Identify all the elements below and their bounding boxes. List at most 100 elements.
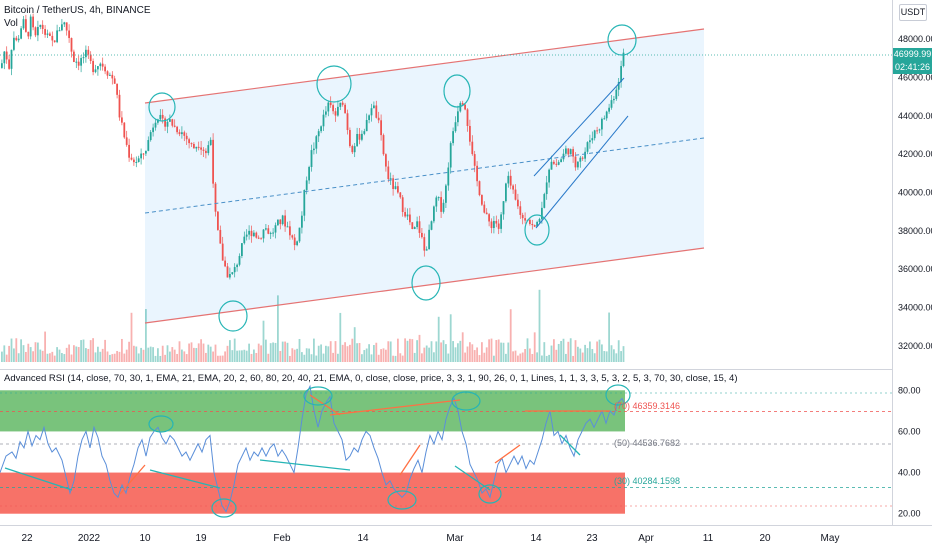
volume-bar [317,345,320,362]
volume-bar [459,340,462,362]
candle-body [502,201,505,215]
volume-bar [205,352,207,362]
candle-body [325,111,327,115]
circle-marker [411,265,441,301]
volume-bar [538,289,541,362]
volume-bar [497,339,500,362]
candle-body [37,27,39,36]
volume-bar [466,346,469,362]
volume-bar [212,351,214,362]
volume-bar [190,342,193,362]
last-price-tag: 46999.99 02:41:26 [893,48,932,74]
candle-body [425,249,428,251]
candle-body [411,222,414,230]
candle-body [337,106,339,116]
volume-bar [555,349,558,362]
volume-bar [329,341,332,362]
candle-body [284,215,286,227]
volume-bar [176,353,178,362]
rsi-bands [0,390,625,514]
candle-body [89,54,92,61]
circle-marker [524,214,550,246]
rsi-level-labels: (70) 46359.3146 (50) 44536.7682 (30) 40284… [614,401,680,486]
candle-body [87,49,90,55]
candle-body [219,229,222,244]
candle-body [61,24,63,31]
candle-body [409,214,411,223]
volume-bar [394,355,397,362]
candle-body [233,267,236,273]
volume-bar [149,346,152,362]
volume-bar [274,342,277,362]
volume-bar [226,345,229,362]
candle-body [1,63,3,68]
volume-bar [557,343,560,362]
candle-body [399,192,402,198]
candle-body [214,183,217,212]
volume-bar [221,355,224,362]
candle-body [519,206,522,215]
volume-bar [121,338,123,362]
candle-body [229,274,231,278]
volume-bar [140,347,142,362]
rsi-level-label: (30) 40284.1598 [614,476,680,486]
candle-body [341,102,344,105]
volume-bar [291,348,294,362]
volume-bar [257,343,260,362]
price-tick-label: 32000.00 [898,341,932,351]
time-tick-label: 19 [195,533,207,544]
candle-body [68,30,70,39]
candle-body [397,186,399,193]
candle-body [202,149,205,151]
candle-body [221,243,224,261]
candle-body [387,166,390,179]
volume-bar [531,353,534,362]
volume-bar [164,354,166,362]
candle-body [471,141,474,155]
currency-button[interactable]: USDT [899,4,927,21]
volume-bar [411,339,414,362]
candle-body [358,133,361,140]
candle-body [339,102,342,107]
candle-body [560,159,562,163]
candle-body [130,157,133,160]
channel-mid-line [144,137,705,214]
candle-body [521,214,524,219]
volume-bar [152,347,154,362]
last-price-value: 46999.99 [893,49,932,59]
volume-bar [413,352,416,362]
candle-body [461,103,464,105]
volume-bar [495,340,498,362]
bar-countdown: 02:41:26 [894,62,931,72]
volume-bar [89,340,92,362]
volume-bar [521,352,524,362]
candle-body [15,37,18,41]
volume-bar [286,342,289,362]
candle-body [392,178,394,190]
volume-bar [548,354,550,362]
volume-bar [142,349,145,362]
volume-bar [445,344,447,362]
volume-bar [209,346,212,362]
volume-bar [202,343,205,362]
volume-bar [169,351,171,362]
candle-body [298,227,301,242]
candle-body [113,78,116,84]
volume-bar [406,340,409,362]
candle-body [310,150,313,168]
candle-body [34,27,37,36]
volume-bar [418,334,421,362]
rising-channel-lower [535,115,629,229]
candle-body [332,105,334,112]
candle-body [617,81,620,90]
volume-bar [298,338,301,362]
volume-bar [399,353,402,362]
candle-body [145,150,147,154]
candle-body [406,214,409,217]
candle-body [13,37,15,50]
candle-body [512,185,514,190]
volume-bar [529,348,531,362]
volume-bar [15,338,18,362]
candle-body [99,63,102,67]
